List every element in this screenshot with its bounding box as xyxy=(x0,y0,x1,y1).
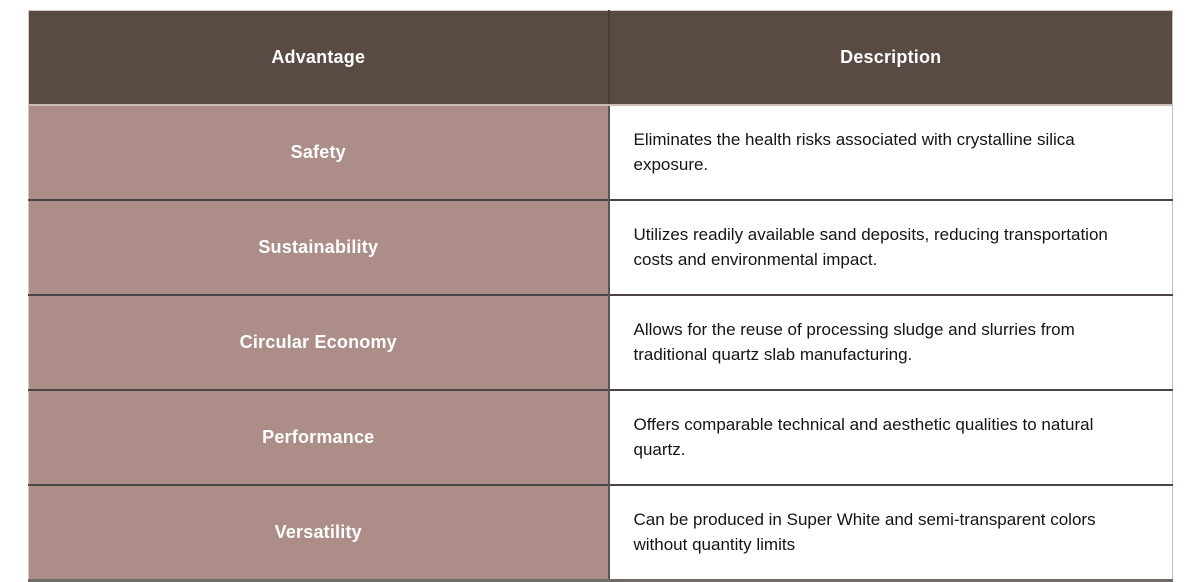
description-cell: Can be produced in Super White and semi-… xyxy=(608,485,1173,581)
column-header-advantage: Advantage xyxy=(28,10,610,106)
table-row: Circular Economy Allows for the reuse of… xyxy=(28,295,1173,390)
description-cell: Allows for the reuse of processing sludg… xyxy=(608,295,1173,390)
advantage-cell: Performance xyxy=(28,390,610,485)
advantage-cell: Sustainability xyxy=(28,200,610,295)
advantage-cell: Safety xyxy=(28,105,610,200)
advantage-cell: Versatility xyxy=(28,485,610,581)
table-row: Sustainability Utilizes readily availabl… xyxy=(28,200,1173,295)
table-row: Safety Eliminates the health risks assoc… xyxy=(28,105,1173,200)
description-cell: Utilizes readily available sand deposits… xyxy=(608,200,1173,295)
description-cell: Eliminates the health risks associated w… xyxy=(608,105,1173,200)
advantages-table: Advantage Description Safety Eliminates … xyxy=(28,10,1173,582)
description-cell: Offers comparable technical and aestheti… xyxy=(608,390,1173,485)
table-row: Versatility Can be produced in Super Whi… xyxy=(28,485,1173,581)
column-header-description: Description xyxy=(608,10,1173,106)
table-row: Performance Offers comparable technical … xyxy=(28,390,1173,485)
header-row: Advantage Description xyxy=(28,10,1173,106)
advantage-cell: Circular Economy xyxy=(28,295,610,390)
advantages-table-container: Advantage Description Safety Eliminates … xyxy=(28,10,1173,582)
